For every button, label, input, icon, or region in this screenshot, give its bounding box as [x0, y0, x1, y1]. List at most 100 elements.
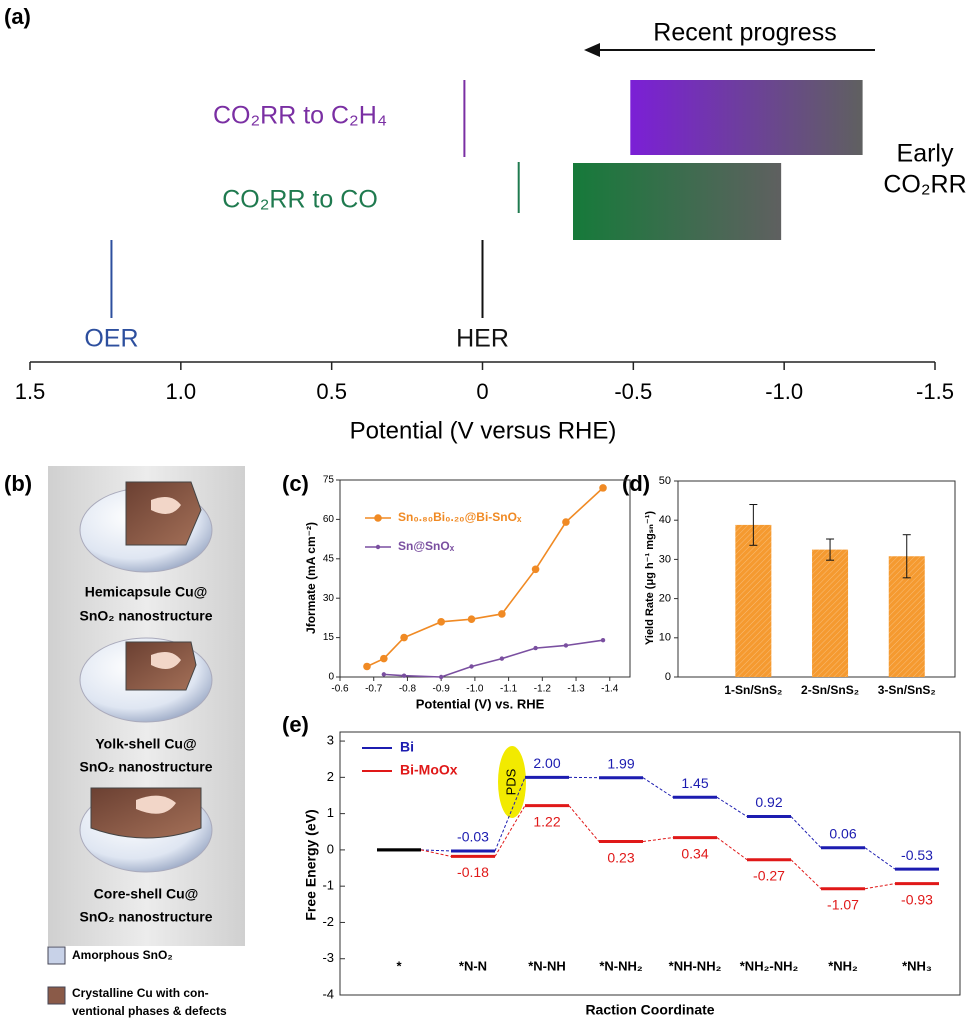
panel-label: (c) — [282, 471, 309, 496]
caption: Core-shell Cu@ — [94, 886, 199, 902]
legend-label: Sn@SnOₓ — [398, 539, 455, 553]
x-tick-label: * — [396, 958, 402, 973]
side-label: CO₂RR — [883, 171, 966, 199]
x-tick-label: *NH-NH₂ — [669, 958, 722, 973]
x-tick-label: -0.5 — [614, 379, 652, 404]
arrow-label: Recent progress — [653, 19, 836, 47]
y-tick-label: 30 — [323, 593, 335, 604]
caption: SnO₂ nanostructure — [79, 759, 212, 775]
defect — [151, 651, 181, 669]
panel-label: (d) — [622, 471, 650, 496]
x-axis-title: Potential (V versus RHE) — [350, 417, 617, 444]
legend-label: Amorphous SnO₂ — [72, 948, 173, 962]
value-label: 0.92 — [755, 794, 782, 810]
legend-swatch — [47, 946, 66, 965]
value-label: 0.06 — [829, 825, 856, 841]
x-tick-label: -1.1 — [500, 684, 518, 695]
data-point — [438, 674, 444, 680]
y-tick-label: 10 — [659, 632, 671, 644]
caption: SnO₂ nanostructure — [79, 608, 212, 624]
y-tick-label: 75 — [323, 475, 335, 486]
y-tick-label: 15 — [323, 632, 335, 643]
y-axis-title: Jformate (mA cm⁻²) — [304, 522, 318, 634]
x-axis-title: Raction Coordinate — [585, 1002, 714, 1018]
y-tick-label: -3 — [322, 950, 334, 965]
value-label: -1.07 — [827, 896, 859, 912]
defect — [136, 795, 176, 814]
data-point — [363, 662, 371, 671]
data-point — [499, 656, 505, 661]
x-tick-label: -0.7 — [365, 684, 383, 695]
connector — [790, 816, 822, 849]
y-tick-label: 20 — [659, 593, 671, 605]
value-label: -0.27 — [753, 867, 785, 883]
legend-swatch — [47, 986, 66, 1005]
y-tick-label: 45 — [323, 553, 335, 564]
x-tick-label: -0.9 — [433, 684, 451, 695]
connector — [864, 883, 896, 890]
marker-label: OER — [84, 325, 138, 353]
value-label: -0.93 — [901, 891, 933, 907]
value-label: 1.99 — [607, 755, 634, 771]
x-tick-label: 1-Sn/SnS₂ — [724, 683, 782, 697]
x-tick-label: -1.5 — [916, 379, 954, 404]
legend-marker — [375, 544, 381, 550]
connector — [420, 849, 452, 857]
y-tick-label: 60 — [323, 514, 335, 525]
connector — [790, 859, 822, 890]
marker-label: CO₂RR to C₂H₄ — [213, 102, 387, 130]
x-tick-label: -0.6 — [331, 684, 349, 695]
data-point — [467, 615, 476, 624]
x-tick-label: -1.3 — [567, 684, 585, 695]
legend-label: ventional phases & defects — [72, 1004, 227, 1018]
value-label: 1.22 — [533, 813, 560, 829]
plot-frame — [339, 731, 961, 996]
y-tick-label: 40 — [659, 514, 671, 526]
data-point — [600, 638, 606, 643]
y-tick-label: -4 — [322, 986, 334, 1001]
legend-label: Crystalline Cu with con- — [72, 986, 209, 1000]
data-point — [437, 618, 445, 626]
connector — [494, 777, 526, 852]
legend-label: Bi-MoOx — [400, 762, 458, 778]
x-tick-label: 0 — [476, 379, 488, 404]
structure-illustration — [79, 481, 213, 573]
data-point — [563, 643, 569, 648]
connector — [642, 777, 674, 798]
data-point — [533, 645, 538, 651]
structure-illustration — [79, 787, 213, 873]
connector — [864, 847, 896, 870]
structure-illustration — [79, 637, 213, 723]
plot-frame — [339, 479, 631, 678]
pds-marker — [498, 746, 526, 818]
y-tick-label: 0 — [328, 672, 334, 683]
x-tick-label: 1.5 — [15, 379, 46, 404]
marker-label: CO₂RR to CO — [222, 186, 378, 214]
value-label: 2.00 — [533, 755, 560, 771]
x-tick-label: *N-NH — [528, 958, 566, 973]
x-tick-label: *N-N — [459, 958, 487, 973]
annotation: PDS — [503, 768, 518, 795]
x-tick-label: -1.0 — [765, 379, 803, 404]
y-axis-title: Yield Rate (μg h⁻¹ mgₛₙ⁻¹) — [644, 511, 656, 645]
y-tick-label: 50 — [659, 475, 671, 487]
structures — [79, 481, 213, 873]
data-point — [562, 518, 570, 526]
side-label: Early — [897, 140, 954, 168]
connector — [642, 837, 674, 843]
value-label: 0.23 — [607, 849, 634, 865]
y-tick-label: -2 — [322, 914, 334, 929]
y-tick-label: 3 — [327, 733, 334, 748]
x-tick-label: 0.5 — [316, 379, 347, 404]
caption: SnO₂ nanostructure — [79, 909, 212, 925]
data-point — [599, 484, 607, 492]
y-tick-label: 0 — [665, 671, 671, 683]
series-line — [383, 639, 604, 678]
value-label: -0.18 — [457, 864, 489, 880]
arrow-head — [584, 43, 600, 57]
x-tick-label: 3-Sn/SnS₂ — [878, 683, 936, 697]
legend-label: Sn₀.₈₀Bi₀.₂₀@Bi-SnOₓ — [398, 510, 522, 524]
x-tick-label: -0.8 — [399, 684, 417, 695]
bar — [812, 549, 849, 677]
